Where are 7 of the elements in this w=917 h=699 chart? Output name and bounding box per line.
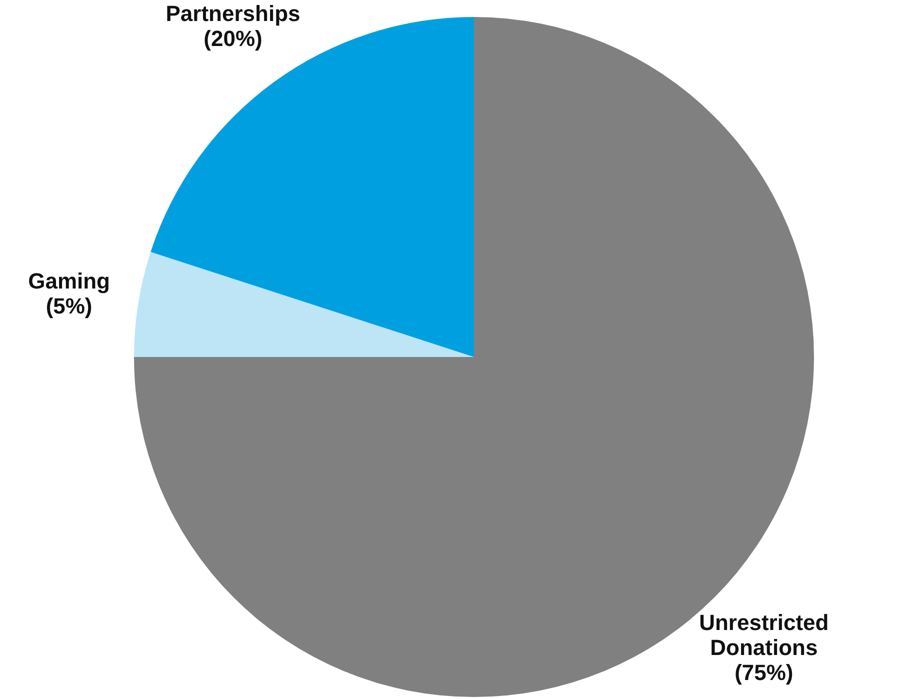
data-label: (5%)	[46, 293, 92, 318]
slice-label: Partnerships	[166, 0, 300, 26]
slice-label: Unrestricted Donations	[699, 610, 829, 660]
data-label: (75%)	[734, 660, 794, 685]
slice-label: Gaming	[28, 268, 110, 294]
data-label: (20%)	[204, 26, 262, 51]
pie-slice	[134, 252, 474, 357]
